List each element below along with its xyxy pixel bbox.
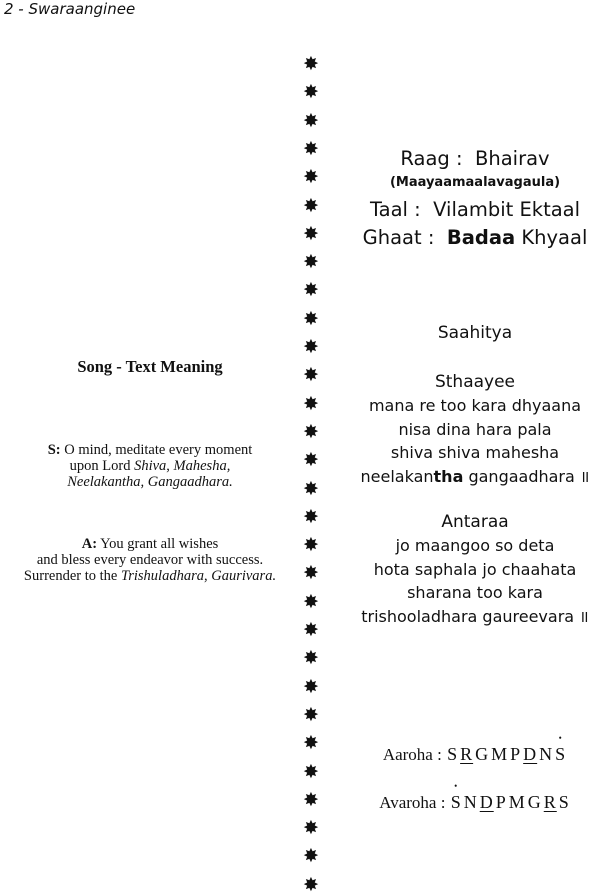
raag-subtitle: (Maayaamaalavagaula) [389,175,561,190]
swara-note: S [555,744,566,765]
aaroha-line: Aaroha : SRGMPDNS [340,744,600,765]
swara-note: R [543,792,557,812]
swara-note: S [558,792,570,812]
star-icon: ✸ [303,675,319,698]
meaning-title: Song - Text Meaning [77,357,223,376]
swara-note: G [527,792,542,812]
star-icon: ✸ [303,703,319,726]
meaning-text: O mind, meditate every moment [60,442,253,458]
star-icon: ✸ [303,845,319,868]
star-icon: ✸ [303,307,319,330]
star-icon: ✸ [303,336,319,358]
star-icon: ✸ [303,251,319,274]
page-header: 2 - Swaraanginee [4,0,136,18]
swara-note: M [508,792,526,812]
meaning-text: upon Lord [69,458,135,474]
ghaat-label: Ghaat : [362,226,435,249]
lyric-line: nisa dina hara pala [398,419,552,439]
raag-value: Bhairav [474,147,550,170]
swara-note: S [451,792,462,813]
meaning-text: , [166,458,174,474]
lyric-line: mana re too kara dhyaana [368,396,582,415]
lyric-line: hota saphala jo chaahata [373,559,577,579]
star-icon: ✸ [303,194,319,217]
ghaat-line: Ghaat : Badaa Khyaal [340,226,600,249]
star-icon: ✸ [303,166,319,189]
avaroha-label: Avaroha : [379,793,446,812]
star-icon: ✸ [303,590,319,613]
lyric-line: trishooladhara gaureevara ॥ [361,606,589,626]
taal-line: Taal : Vilambit Ektaal [340,198,600,221]
swara-note: M [491,744,509,764]
star-icon: ✸ [303,788,319,811]
star-icon: ✸ [303,647,319,670]
star-icon: ✸ [303,477,319,500]
star-icon: ✸ [303,109,319,132]
taal-value: Vilambit Ektaal [433,198,581,221]
meaning-text: You grant all wishes [97,536,219,552]
lyric-line: shiva shiva mahesha [390,443,560,462]
star-icon: ✸ [303,732,319,755]
star-icon: ✸ [303,279,319,302]
meaning-text: , [203,568,212,584]
antaraa-title: Antaraa [441,512,509,532]
meaning-text: Surrender to the [23,568,121,584]
star-icon: ✸ [303,364,319,387]
swara-note: P [495,792,507,812]
meaning-antaraa: A: You grant all wishes and bless every … [0,536,300,584]
meaning-italic: Gaurivara. [211,568,277,584]
sthaayee-lyrics: mana re too kara dhyaana nisa dina hara … [340,394,600,488]
star-icon: ✸ [303,81,319,104]
meaning-text: and bless every endeavor with success. [36,552,264,568]
star-icon: ✸ [303,392,319,415]
lyric-part: gangaadhara ॥ [463,466,590,486]
swara-note: D [479,792,494,812]
ghaat-value-rest: Khyaal [515,226,588,249]
meaning-italic: Trishuladhara [120,568,204,584]
aaroha-notes: SRGMPDNS [446,744,567,764]
star-icon: ✸ [303,505,319,528]
star-icon: ✸ [303,449,319,472]
star-icon: ✸ [303,619,319,641]
raag-label: Raag : [400,147,463,170]
antaraa-lyrics: jo maangoo so deta hota saphala jo chaah… [340,534,600,628]
lyric-part: neelakan [360,466,434,486]
raag-line: Raag : Bhairav [340,147,600,170]
swara-note: S [447,744,459,764]
swara-note: N [463,792,478,812]
meaning-s-label: S: [47,442,61,458]
swara-note: N [539,744,554,764]
star-icon: ✸ [303,137,319,160]
star-icon: ✸ [303,873,319,896]
swara-note: G [475,744,490,764]
star-icon: ✸ [303,534,319,557]
star-icon: ✸ [303,760,319,783]
meaning-a-label: A: [81,536,98,552]
swara-note: D [523,744,538,764]
lyric-bold-part: tha [433,466,464,486]
sahitya-title: Saahitya [437,323,513,343]
taal-label: Taal : [369,198,421,221]
aaroha-label: Aaroha : [382,745,442,764]
lyric-line: sharana too kara [407,583,543,602]
star-icon: ✸ [303,562,319,585]
meaning-italic: Neelakantha, Gangaadhara. [67,474,233,490]
swara-note: R [460,744,474,764]
lyric-line: neelakantha gangaadhara ॥ [340,465,600,489]
sthaayee-title: Sthaayee [434,372,516,392]
star-icon: ✸ [303,817,319,840]
star-icon: ✸ [303,53,319,75]
swara-note: P [510,744,522,764]
meaning-sthaayee: S: O mind, meditate every moment upon Lo… [0,442,300,490]
meaning-italic: Mahesha, [173,458,231,474]
star-icon: ✸ [303,222,319,245]
ghaat-value-bold: Badaa [446,226,516,249]
lyric-line: jo maangoo so deta [395,536,555,555]
star-icon: ✸ [303,420,319,443]
meaning-italic: Shiva [134,458,167,474]
